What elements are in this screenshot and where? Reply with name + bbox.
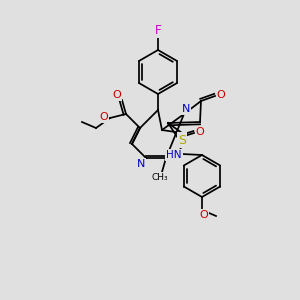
Text: S: S	[178, 134, 186, 146]
Text: HN: HN	[166, 150, 182, 160]
Text: CH₃: CH₃	[152, 172, 168, 182]
Text: O: O	[100, 112, 108, 122]
Text: O: O	[217, 90, 225, 100]
Text: N: N	[182, 104, 190, 114]
Text: N: N	[137, 159, 145, 169]
Text: O: O	[200, 210, 208, 220]
Text: F: F	[155, 23, 161, 37]
Text: O: O	[196, 127, 204, 137]
Text: O: O	[112, 90, 122, 100]
